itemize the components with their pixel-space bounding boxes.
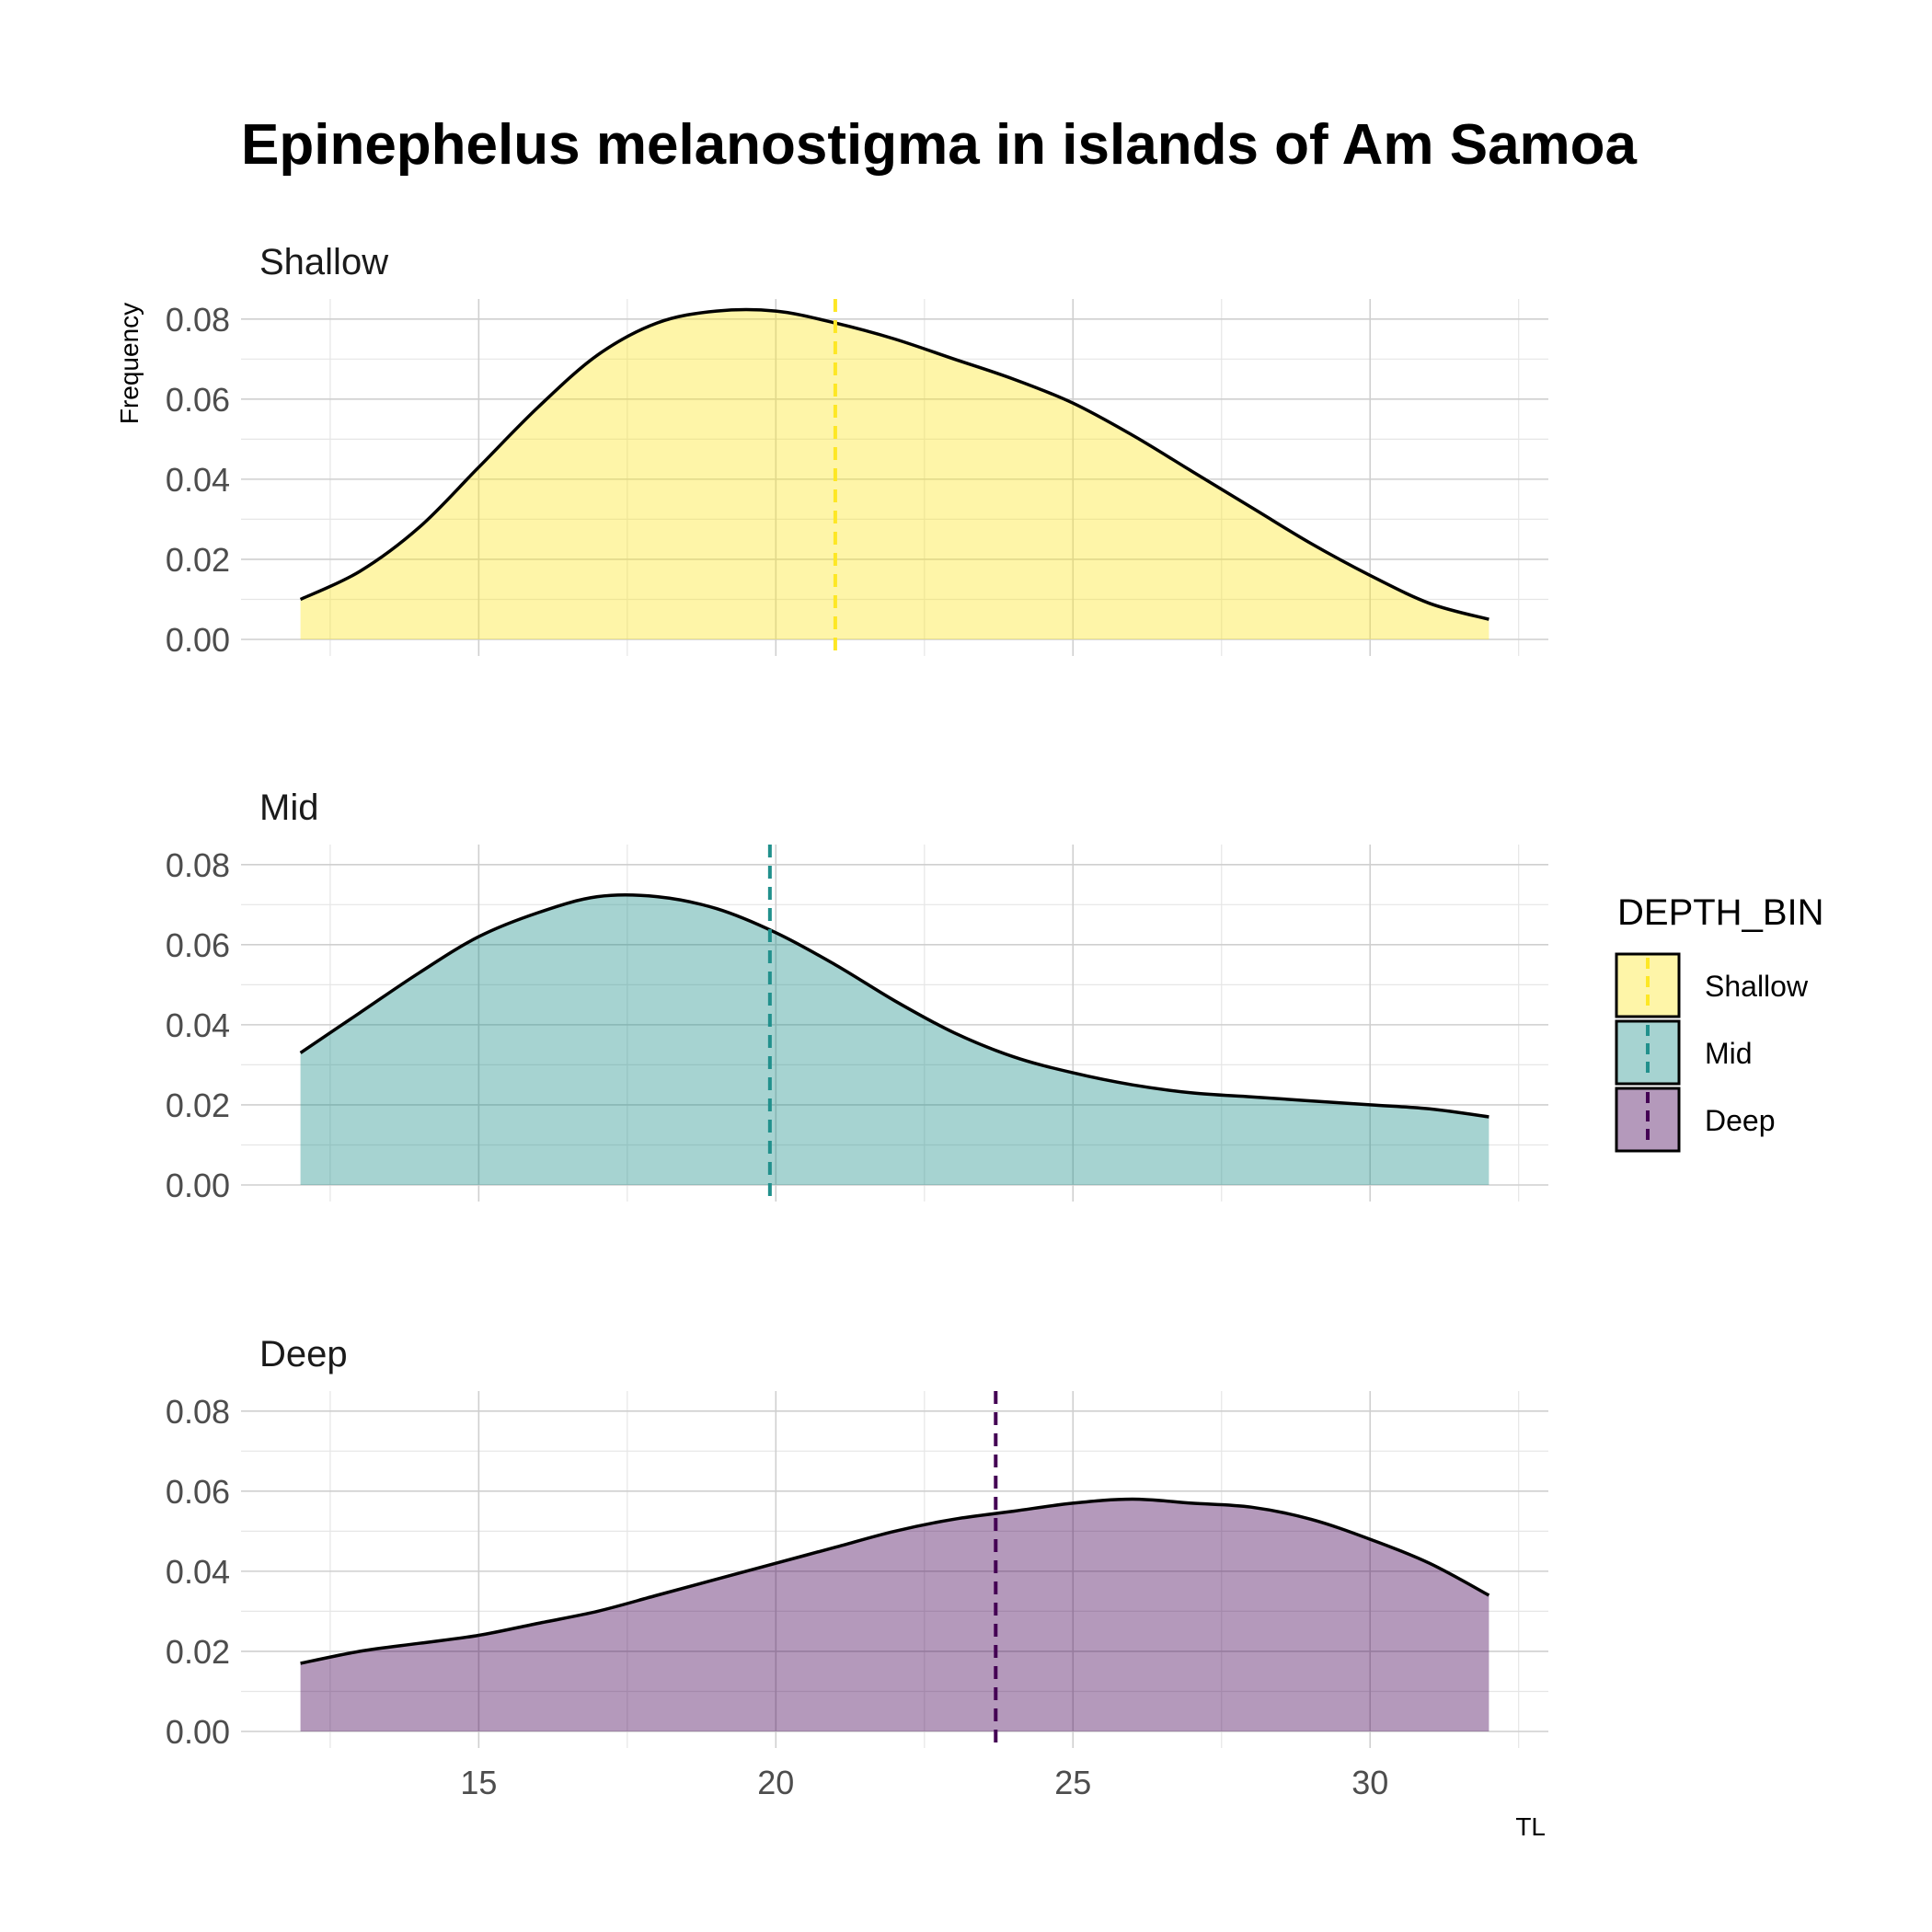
x-tick-label: 25 — [1054, 1764, 1091, 1801]
density-line-shallow — [299, 307, 1489, 621]
y-tick-label: 0.00 — [166, 1713, 230, 1751]
density-area-deep — [300, 1499, 1489, 1731]
legend-label: Shallow — [1705, 970, 1809, 1003]
chart-title: Epinephelus melanostigma in islands of A… — [241, 113, 1638, 177]
y-tick-label: 0.00 — [166, 621, 230, 659]
legend-label: Deep — [1705, 1104, 1776, 1137]
y-tick-label: 0.06 — [166, 1473, 230, 1511]
density-area-mid — [300, 894, 1489, 1185]
x-tick-label: 20 — [757, 1764, 794, 1801]
legend-label: Mid — [1705, 1037, 1753, 1070]
legend-keys: Shallow Mid Deep — [1615, 952, 1809, 1153]
y-tick-label: 0.02 — [166, 1087, 230, 1124]
facet-panels: Shallow 0.00 0.02 0.04 0.06 0.08 Mid 0.00 0.02 0.… — [166, 242, 1548, 1801]
y-tick-label: 0.08 — [166, 301, 230, 339]
legend-title: DEPTH_BIN — [1617, 892, 1824, 933]
density-line-deep — [300, 1497, 1490, 1665]
panel-mid: Mid 0.00 0.02 0.04 0.06 0.08 — [166, 788, 1548, 1204]
y-tick-label: 0.02 — [166, 541, 230, 579]
y-tick-label: 0.00 — [166, 1167, 230, 1204]
panel-strip-label: Deep — [259, 1334, 348, 1374]
y-axis-title: Frequency — [115, 303, 144, 424]
panel-deep: Deep 0.00 0.02 0.04 0.06 0.08 15 20 25 30 — [166, 1334, 1548, 1801]
legend-key-deep: Deep — [1615, 1087, 1776, 1153]
y-tick-label: 0.04 — [166, 1006, 230, 1044]
panel-shallow: Shallow 0.00 0.02 0.04 0.06 0.08 — [166, 242, 1548, 659]
y-tick-label: 0.08 — [166, 1393, 230, 1431]
panel-strip-label: Mid — [259, 788, 318, 828]
x-tick-label: 30 — [1351, 1764, 1388, 1801]
y-tick-label: 0.04 — [166, 461, 230, 499]
x-tick-label: 15 — [460, 1764, 497, 1801]
legend-key-shallow: Shallow — [1615, 952, 1809, 1018]
x-axis-title: TL — [1515, 1812, 1546, 1841]
legend: DEPTH_BIN Shallow Mid Deep — [1615, 892, 1824, 1153]
y-tick-label: 0.08 — [166, 846, 230, 884]
y-tick-label: 0.02 — [166, 1633, 230, 1671]
panel-strip-label: Shallow — [259, 242, 388, 282]
y-tick-label: 0.06 — [166, 926, 230, 964]
y-tick-label: 0.06 — [166, 381, 230, 419]
density-area-shallow — [300, 309, 1489, 639]
legend-key-mid: Mid — [1615, 1019, 1753, 1086]
density-line-mid — [299, 892, 1489, 1119]
y-tick-label: 0.04 — [166, 1553, 230, 1591]
